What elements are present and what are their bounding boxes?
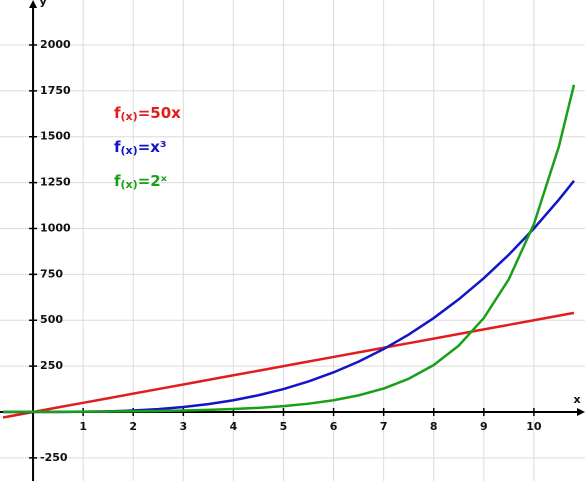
y-tick-label: 1750: [40, 84, 71, 97]
y-tick-label: 500: [40, 313, 63, 326]
x-tick-label: 7: [380, 420, 388, 433]
legend-label: f(x)=50x: [114, 104, 181, 124]
x-tick-label: 3: [179, 420, 187, 433]
x-tick-label: 5: [280, 420, 288, 433]
x-tick-label: 10: [526, 420, 542, 433]
x-tick-label: 1: [79, 420, 87, 433]
y-arrow: [29, 0, 38, 8]
curve: [3, 84, 576, 414]
x-tick-label: 2: [129, 420, 137, 433]
legend-label: f(x)=2ˣ: [114, 172, 168, 192]
x-tick-label: 6: [330, 420, 338, 433]
y-tick-label: 750: [40, 267, 63, 280]
y-tick-label: 1250: [40, 176, 71, 189]
x-tick-label: 8: [430, 420, 438, 433]
y-tick-label: 1000: [40, 221, 71, 234]
x-tick-label: 4: [230, 420, 238, 433]
curve: [2, 311, 575, 419]
y-tick-label: 250: [40, 359, 63, 372]
x-arrow: [577, 407, 585, 416]
x-tick-label: 9: [480, 420, 488, 433]
y-tick-label: 2000: [40, 38, 71, 51]
curve: [3, 180, 575, 414]
legend-label: f(x)=x³: [114, 138, 167, 158]
y-tick-label: 1500: [40, 130, 71, 143]
y-tick-label: -250: [40, 451, 68, 464]
y-axis-label: y: [39, 0, 46, 8]
x-axis-label: x: [573, 393, 580, 406]
